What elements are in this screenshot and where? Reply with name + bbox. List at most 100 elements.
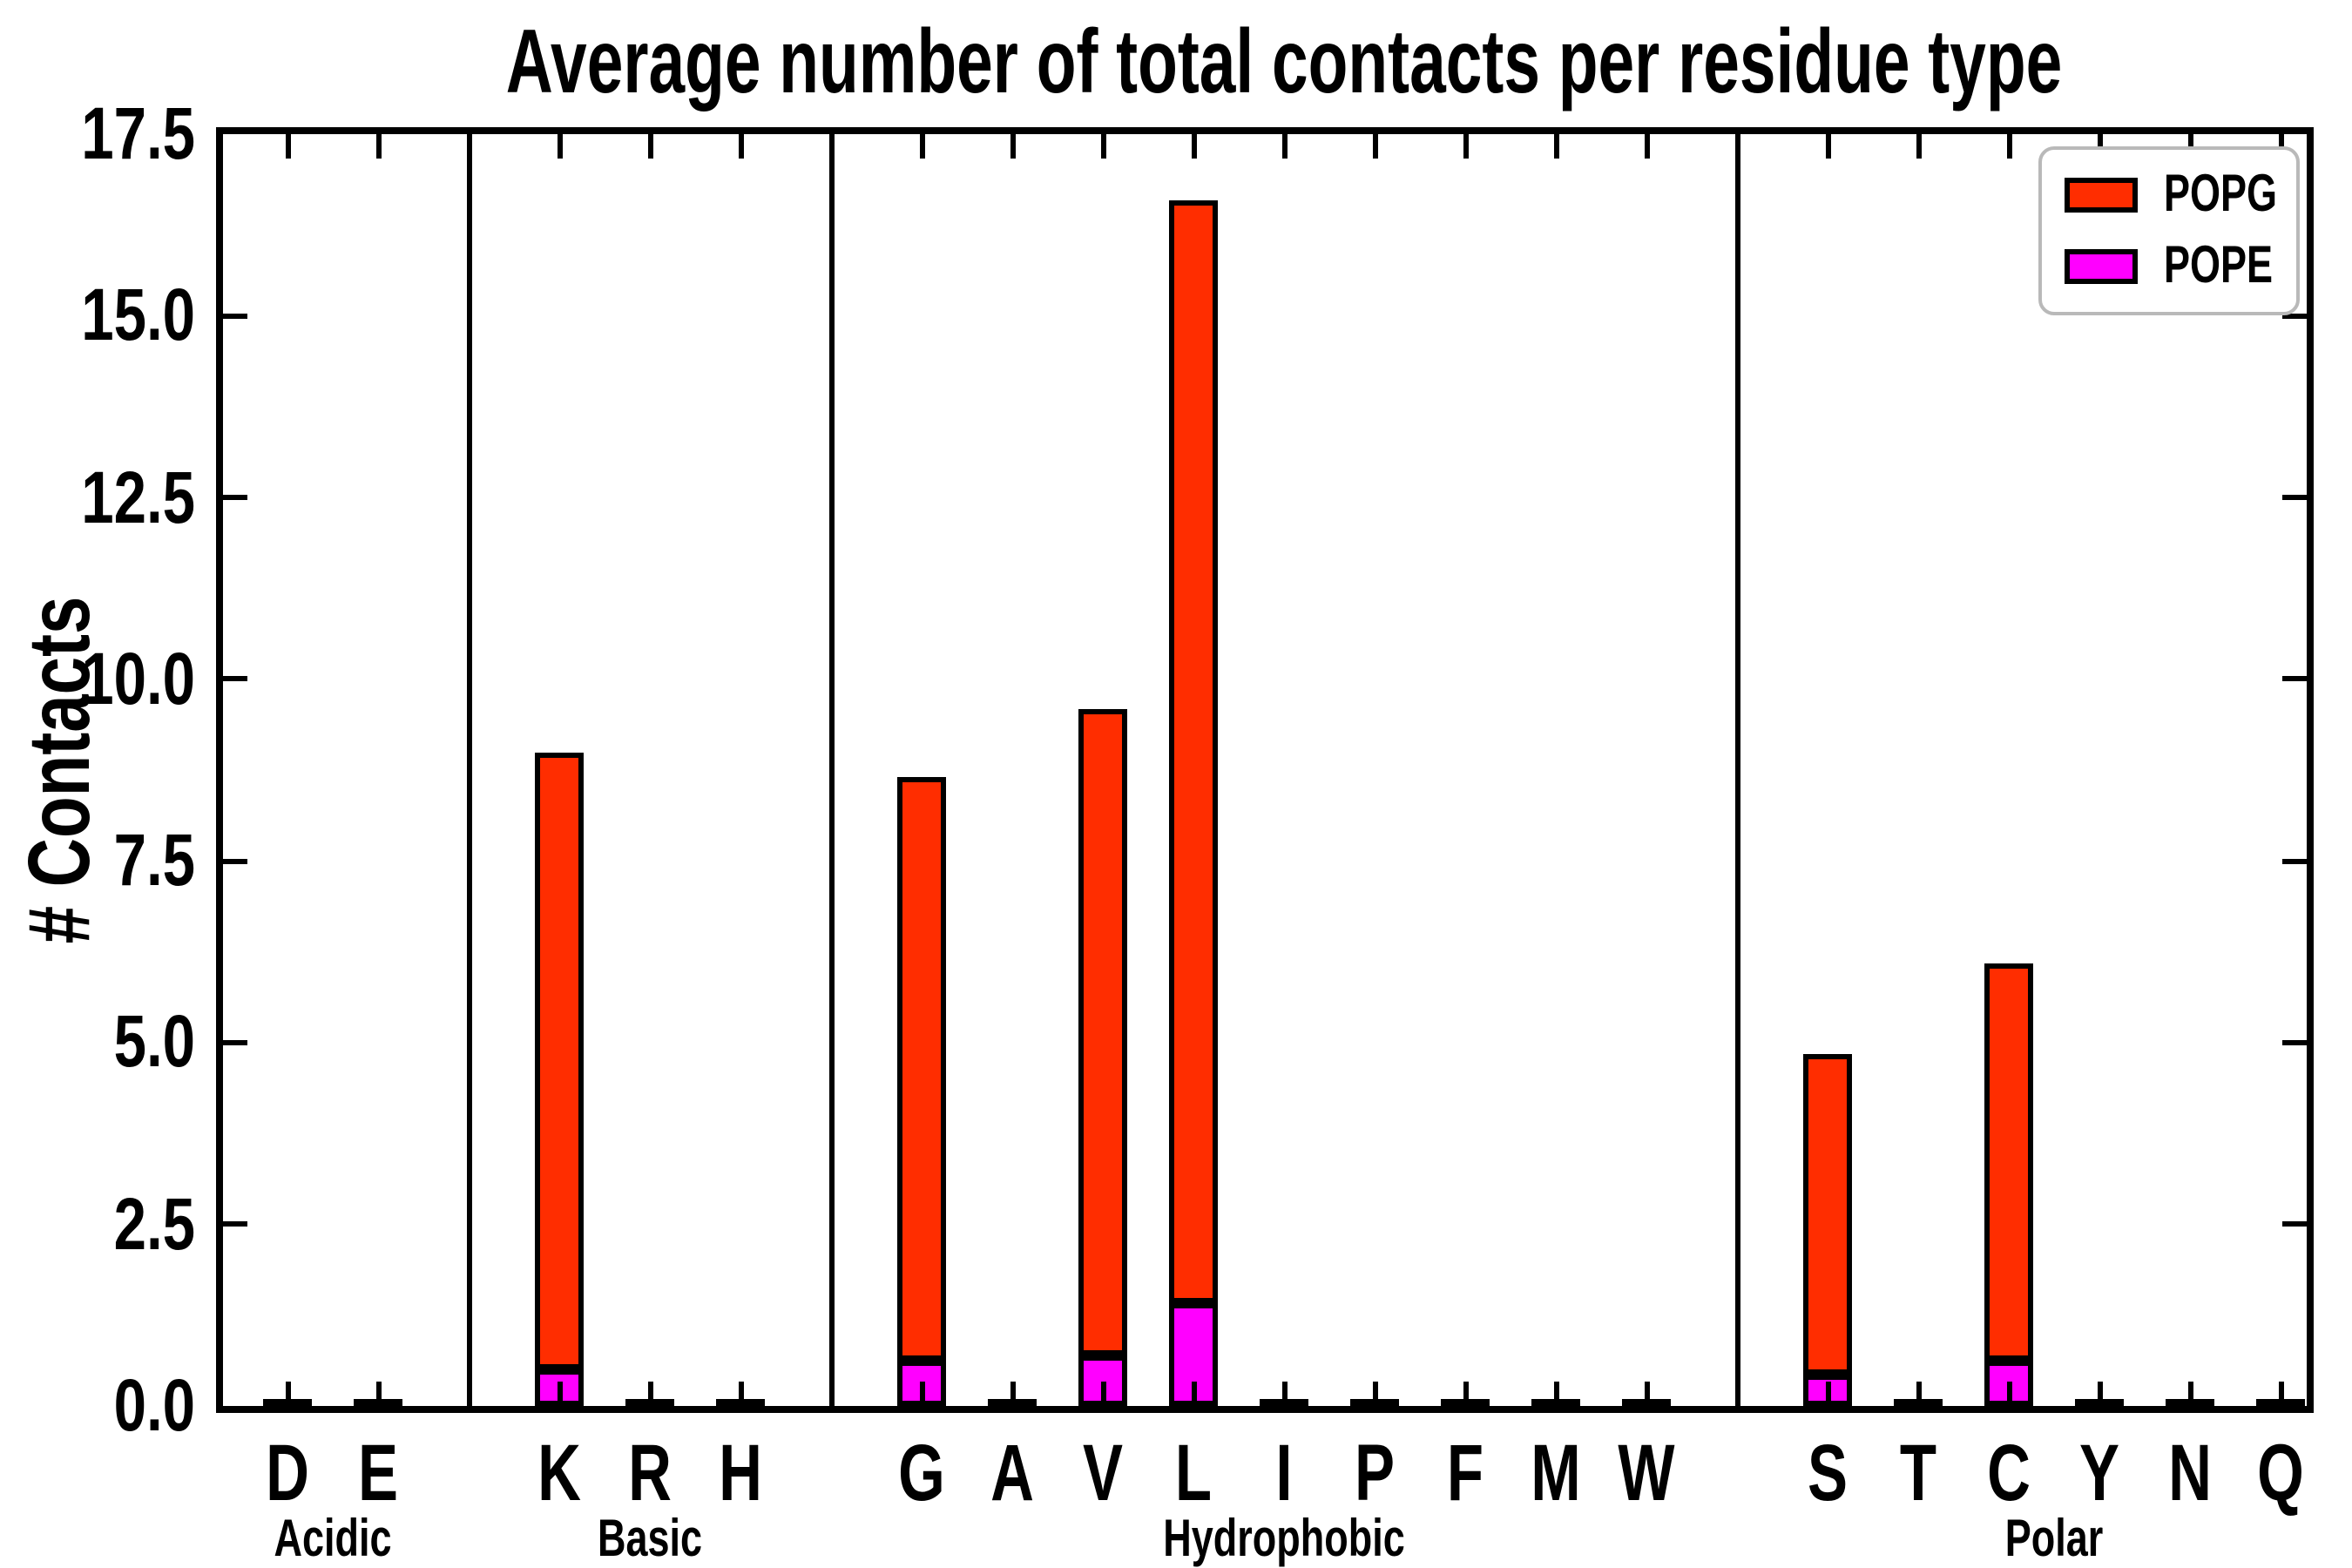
x-tick-bottom bbox=[1553, 1382, 1558, 1406]
group-separator bbox=[1734, 134, 1740, 1406]
x-tick-top bbox=[919, 134, 924, 159]
bar-G-popg bbox=[897, 777, 946, 1361]
y-tick-right bbox=[2282, 1221, 2307, 1227]
x-tick-top bbox=[1825, 134, 1830, 159]
y-tick-label: 17.5 bbox=[81, 92, 195, 174]
y-tick-left bbox=[223, 858, 247, 864]
x-tick-top bbox=[647, 134, 652, 159]
x-tick-label-H: H bbox=[719, 1427, 762, 1517]
x-tick-label-Q: Q bbox=[2257, 1427, 2304, 1517]
y-tick-label: 2.5 bbox=[113, 1182, 195, 1265]
x-tick-bottom bbox=[647, 1382, 652, 1406]
x-tick-label-W: W bbox=[1618, 1427, 1675, 1517]
bar-S-popg bbox=[1803, 1053, 1852, 1375]
x-tick-label-A: A bbox=[990, 1427, 1034, 1517]
group-label-polar: Polar bbox=[2004, 1511, 2104, 1568]
y-tick-label: 0.0 bbox=[113, 1364, 195, 1446]
legend-item-pope: POPE bbox=[2065, 240, 2274, 293]
y-tick-label: 15.0 bbox=[81, 274, 195, 356]
pope-label: POPE bbox=[2164, 237, 2274, 294]
x-tick-label-P: P bbox=[1354, 1427, 1396, 1517]
x-tick-label-Y: Y bbox=[2078, 1427, 2120, 1517]
y-tick-right bbox=[2282, 1039, 2307, 1045]
x-tick-bottom bbox=[1010, 1382, 1015, 1406]
plot-canvas bbox=[223, 134, 2307, 1406]
x-tick-top bbox=[1553, 134, 1558, 159]
x-tick-label-N: N bbox=[2168, 1427, 2212, 1517]
x-tick-bottom bbox=[1644, 1382, 1649, 1406]
x-tick-top bbox=[557, 134, 562, 159]
x-tick-bottom bbox=[2278, 1382, 2283, 1406]
popg-label: POPG bbox=[2164, 166, 2278, 223]
y-tick-label: 5.0 bbox=[113, 1000, 195, 1083]
x-tick-top bbox=[375, 134, 381, 159]
group-label-hydrophobic: Hydrophobic bbox=[1163, 1511, 1405, 1568]
y-tick-label: 7.5 bbox=[113, 819, 195, 902]
x-tick-label-D: D bbox=[266, 1427, 309, 1517]
x-tick-bottom bbox=[1281, 1382, 1287, 1406]
x-tick-top bbox=[1191, 134, 1196, 159]
x-tick-top bbox=[1463, 134, 1468, 159]
chart-title: Average number of total contacts per res… bbox=[505, 12, 2063, 113]
x-tick-label-I: I bbox=[1275, 1427, 1293, 1517]
y-tick-left bbox=[223, 1039, 247, 1045]
plot-area bbox=[216, 127, 2314, 1413]
x-tick-bottom bbox=[1100, 1382, 1105, 1406]
x-tick-bottom bbox=[1372, 1382, 1377, 1406]
x-tick-top bbox=[1281, 134, 1287, 159]
x-tick-bottom bbox=[2097, 1382, 2102, 1406]
x-tick-bottom bbox=[2187, 1382, 2193, 1406]
x-tick-top bbox=[1644, 134, 1649, 159]
x-tick-bottom bbox=[557, 1382, 562, 1406]
group-label-acidic: Acidic bbox=[274, 1511, 392, 1568]
x-tick-bottom bbox=[285, 1382, 290, 1406]
bar-C-popg bbox=[1984, 963, 2033, 1362]
x-tick-label-M: M bbox=[1531, 1427, 1581, 1517]
x-tick-label-V: V bbox=[1082, 1427, 1124, 1517]
x-tick-label-C: C bbox=[1987, 1427, 2031, 1517]
y-tick-right bbox=[2282, 676, 2307, 682]
x-tick-bottom bbox=[375, 1382, 381, 1406]
group-label-basic: Basic bbox=[597, 1511, 703, 1568]
y-tick-left bbox=[223, 1221, 247, 1227]
x-tick-label-E: E bbox=[357, 1427, 399, 1517]
x-tick-top bbox=[738, 134, 743, 159]
y-tick-label: 10.0 bbox=[81, 637, 195, 720]
x-tick-top bbox=[2006, 134, 2011, 159]
bar-V-popg bbox=[1078, 708, 1127, 1355]
x-tick-top bbox=[1010, 134, 1015, 159]
pope-swatch bbox=[2065, 249, 2138, 284]
x-tick-label-K: K bbox=[537, 1427, 581, 1517]
x-tick-label-G: G bbox=[898, 1427, 945, 1517]
x-tick-label-R: R bbox=[628, 1427, 672, 1517]
x-tick-bottom bbox=[2006, 1382, 2011, 1406]
x-tick-bottom bbox=[1463, 1382, 1468, 1406]
x-tick-top bbox=[1372, 134, 1377, 159]
y-tick-label: 12.5 bbox=[81, 456, 195, 538]
x-tick-bottom bbox=[1191, 1382, 1196, 1406]
bar-L-popg bbox=[1169, 199, 1218, 1303]
x-tick-top bbox=[1100, 134, 1105, 159]
x-tick-bottom bbox=[1825, 1382, 1830, 1406]
x-tick-bottom bbox=[1916, 1382, 1921, 1406]
y-tick-left bbox=[223, 495, 247, 501]
x-tick-top bbox=[1916, 134, 1921, 159]
x-tick-label-T: T bbox=[1899, 1427, 1937, 1517]
x-tick-label-S: S bbox=[1807, 1427, 1848, 1517]
bar-K-popg bbox=[535, 752, 584, 1370]
popg-swatch bbox=[2065, 178, 2138, 213]
y-tick-right bbox=[2282, 313, 2307, 319]
y-tick-right bbox=[2282, 495, 2307, 501]
group-separator bbox=[828, 134, 834, 1406]
x-tick-top bbox=[285, 134, 290, 159]
y-tick-right bbox=[2282, 858, 2307, 864]
y-tick-left bbox=[223, 676, 247, 682]
group-separator bbox=[466, 134, 471, 1406]
x-tick-bottom bbox=[738, 1382, 743, 1406]
x-tick-label-F: F bbox=[1446, 1427, 1484, 1517]
legend: POPG POPE bbox=[2038, 146, 2300, 315]
x-tick-label-L: L bbox=[1174, 1427, 1213, 1517]
x-tick-bottom bbox=[919, 1382, 924, 1406]
legend-item-popg: POPG bbox=[2065, 166, 2278, 223]
